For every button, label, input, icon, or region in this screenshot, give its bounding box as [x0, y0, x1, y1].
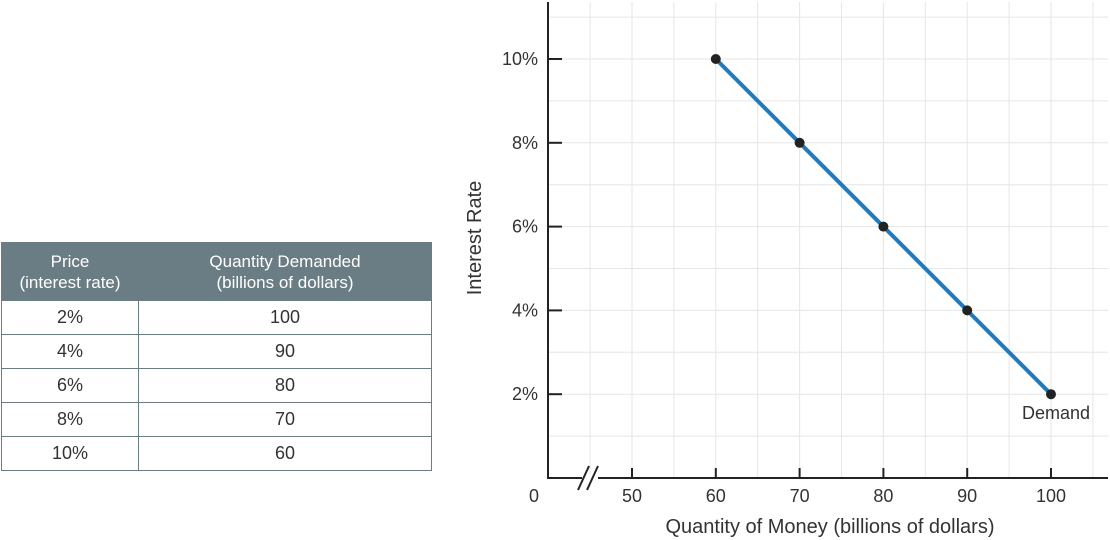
x-tick-label: 90	[957, 486, 977, 506]
chart-gridlines	[548, 2, 1108, 478]
table-row: 6% 80	[1, 368, 432, 403]
x-tick-label: 60	[706, 486, 726, 506]
y-tick-label: 4%	[512, 300, 538, 320]
x-tick-label: 50	[622, 486, 642, 506]
x-tick-label: 80	[873, 486, 893, 506]
header-quantity-line2: (billions of dollars)	[216, 272, 354, 292]
data-point	[794, 137, 805, 148]
x-origin-label: 0	[529, 486, 539, 506]
axis-break-mark	[577, 465, 590, 491]
y-tick-label: 2%	[512, 384, 538, 404]
data-point	[1046, 389, 1056, 400]
table-cell-quantity: 60	[138, 436, 432, 471]
table-header-row: Price (interest rate) Quantity Demanded …	[1, 242, 432, 301]
data-point	[710, 54, 721, 64]
axis-break-mark	[586, 465, 599, 491]
series-label: Demand	[1022, 403, 1090, 423]
table-cell-quantity: 100	[138, 300, 432, 335]
table-row: 2% 100	[1, 300, 432, 335]
y-tick-label: 10%	[502, 49, 538, 69]
chart-series: Demand	[710, 54, 1090, 423]
money-demand-table: Price (interest rate) Quantity Demanded …	[1, 242, 432, 471]
data-point	[962, 305, 973, 316]
table-row: 10% 60	[1, 436, 432, 471]
table-row: 4% 90	[1, 334, 432, 369]
table-cell-quantity: 90	[138, 334, 432, 369]
y-tick-label: 8%	[512, 133, 538, 153]
table-cell-rate: 2%	[1, 300, 139, 335]
chart-ticks: 0 50 60 70 80 90 100 2% 4% 6% 8% 10%	[502, 49, 1066, 506]
table-cell-rate: 8%	[1, 402, 139, 437]
x-tick-label: 70	[790, 486, 810, 506]
table-cell-rate: 4%	[1, 334, 139, 369]
header-price-line1: Price	[50, 251, 90, 271]
header-price-line2: (interest rate)	[19, 272, 121, 292]
header-quantity: Quantity Demanded (billions of dollars)	[138, 242, 432, 301]
axis-break-gap	[582, 474, 598, 482]
data-point	[878, 221, 889, 232]
y-axis-label: Interest Rate	[464, 181, 486, 296]
x-tick-label: 100	[1036, 486, 1066, 506]
table-cell-rate: 6%	[1, 368, 139, 403]
header-price: Price (interest rate)	[1, 242, 139, 301]
table-cell-rate: 10%	[1, 436, 139, 471]
header-quantity-line1: Quantity Demanded	[209, 251, 361, 271]
chart-axes	[547, 2, 1108, 491]
x-axis-label: Quantity of Money (billions of dollars)	[665, 516, 994, 538]
y-tick-label: 6%	[512, 217, 538, 237]
